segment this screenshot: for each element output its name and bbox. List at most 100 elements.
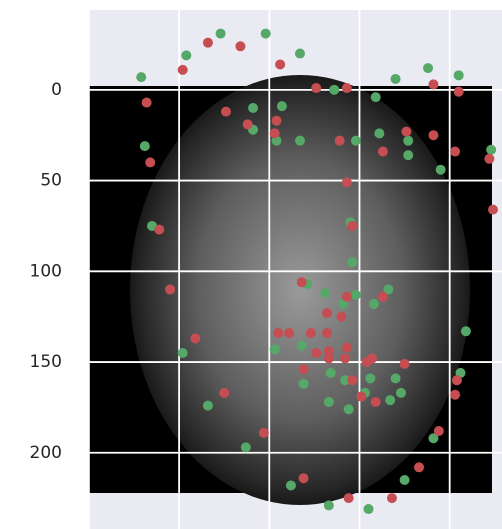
point xyxy=(272,116,282,126)
point xyxy=(248,103,258,113)
point xyxy=(486,145,496,155)
point xyxy=(351,136,361,146)
point xyxy=(203,401,213,411)
point xyxy=(299,473,309,483)
point xyxy=(488,205,498,215)
point xyxy=(142,98,152,108)
point xyxy=(351,290,361,300)
point xyxy=(259,428,269,438)
point xyxy=(299,364,309,374)
point xyxy=(423,63,433,73)
point xyxy=(414,462,424,472)
point xyxy=(454,70,464,80)
point xyxy=(295,49,305,59)
point xyxy=(378,147,388,157)
point xyxy=(219,388,229,398)
point xyxy=(387,493,397,503)
point xyxy=(400,359,410,369)
point xyxy=(273,328,283,338)
point xyxy=(275,59,285,69)
point xyxy=(320,288,330,298)
point xyxy=(324,397,334,407)
point xyxy=(165,284,175,294)
point xyxy=(434,426,444,436)
point xyxy=(190,333,200,343)
point xyxy=(270,344,280,354)
point xyxy=(324,353,334,363)
y-tick-label: 200 xyxy=(30,443,62,463)
point xyxy=(336,312,346,322)
point xyxy=(286,480,296,490)
point xyxy=(344,404,354,414)
point xyxy=(356,392,366,402)
point xyxy=(311,83,321,93)
point xyxy=(311,348,321,358)
point xyxy=(400,475,410,485)
point xyxy=(295,136,305,146)
point xyxy=(374,128,384,138)
point xyxy=(364,504,374,514)
point xyxy=(178,348,188,358)
point xyxy=(436,165,446,175)
point xyxy=(365,373,375,383)
point xyxy=(391,373,401,383)
point xyxy=(261,29,271,39)
point xyxy=(450,390,460,400)
point xyxy=(385,395,395,405)
point xyxy=(299,379,309,389)
point xyxy=(241,442,251,452)
point xyxy=(347,375,357,385)
y-tick-label: 150 xyxy=(30,352,62,372)
point xyxy=(297,277,307,287)
point xyxy=(342,292,352,302)
point xyxy=(329,85,339,95)
point xyxy=(154,225,164,235)
point xyxy=(344,493,354,503)
point xyxy=(378,292,388,302)
point xyxy=(391,74,401,84)
point xyxy=(145,157,155,167)
point xyxy=(371,92,381,102)
point xyxy=(140,141,150,151)
point xyxy=(326,368,336,378)
point xyxy=(322,328,332,338)
point xyxy=(178,65,188,75)
point xyxy=(340,353,350,363)
point xyxy=(277,101,287,111)
point xyxy=(369,299,379,309)
point xyxy=(454,87,464,97)
point xyxy=(371,397,381,407)
point xyxy=(181,50,191,60)
point xyxy=(342,343,352,353)
point xyxy=(342,83,352,93)
y-tick-label: 50 xyxy=(40,171,62,191)
point xyxy=(284,328,294,338)
point xyxy=(297,341,307,351)
point xyxy=(450,147,460,157)
point xyxy=(403,150,413,160)
point xyxy=(347,257,357,267)
point xyxy=(270,128,280,138)
point xyxy=(347,221,357,231)
point xyxy=(203,38,213,48)
point xyxy=(324,500,334,510)
point xyxy=(335,136,345,146)
point xyxy=(306,328,316,338)
y-tick-label: 0 xyxy=(51,80,62,100)
point xyxy=(403,136,413,146)
point xyxy=(221,107,231,117)
y-tick-label: 100 xyxy=(30,261,62,281)
point xyxy=(243,119,253,129)
point xyxy=(452,375,462,385)
point xyxy=(396,388,406,398)
point xyxy=(342,177,352,187)
point xyxy=(401,127,411,137)
point xyxy=(322,308,332,318)
page: {"chart_data": {"type": "scatter", "grid… xyxy=(0,0,502,529)
point xyxy=(362,357,372,367)
chart: 0 50 100 150 200 xyxy=(0,0,502,529)
point xyxy=(484,154,494,164)
point xyxy=(235,41,245,51)
point xyxy=(461,326,471,336)
point xyxy=(428,79,438,89)
